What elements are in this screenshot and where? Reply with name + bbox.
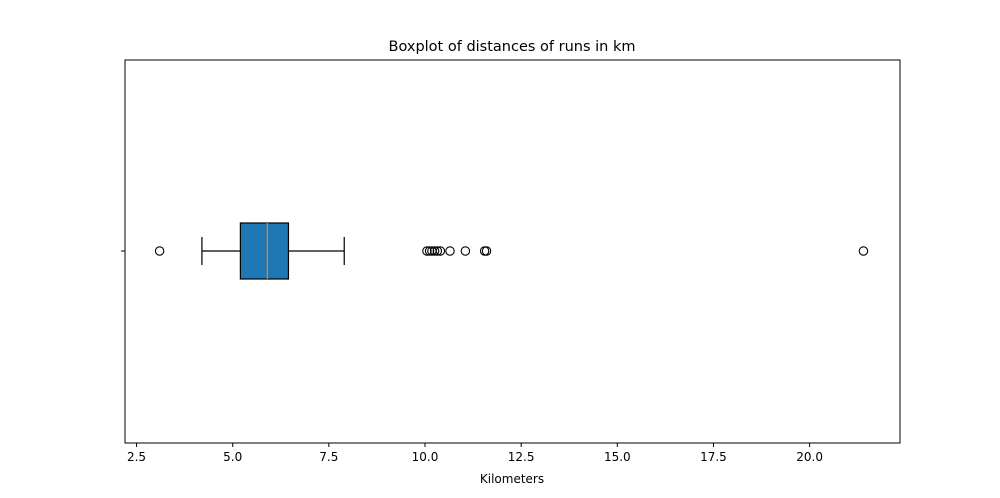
x-axis: 2.5 5.0 7.5 10.0 12.5 15.0 17.5 20.0: [127, 443, 823, 464]
outlier-point: [424, 246, 435, 256]
outlier-point: [429, 246, 440, 256]
x-tick-label: 10.0: [412, 450, 439, 464]
x-tick-label: 12.5: [508, 450, 535, 464]
x-axis-label: Kilometers: [480, 472, 544, 486]
outlier-point: [432, 246, 443, 256]
chart-title: Boxplot of distances of runs in km: [389, 39, 636, 55]
outlier-point: [481, 246, 492, 256]
outlier-point: [445, 246, 455, 256]
outlier-point: [422, 246, 432, 256]
outlier-point: [435, 246, 446, 256]
x-tick-label: 20.0: [796, 450, 823, 464]
outlier-group: [154, 246, 869, 256]
box-group: [201, 222, 345, 280]
outlier-point: [460, 246, 471, 256]
iqr-box: [239, 222, 290, 280]
x-tick-label: 15.0: [604, 450, 631, 464]
outlier-point: [858, 246, 869, 256]
x-tick-label: 5.0: [223, 450, 242, 464]
x-tick-label: 7.5: [319, 450, 338, 464]
x-tick-label: 17.5: [700, 450, 727, 464]
x-tick-label: 2.5: [127, 450, 146, 464]
outlier-point: [154, 246, 165, 256]
